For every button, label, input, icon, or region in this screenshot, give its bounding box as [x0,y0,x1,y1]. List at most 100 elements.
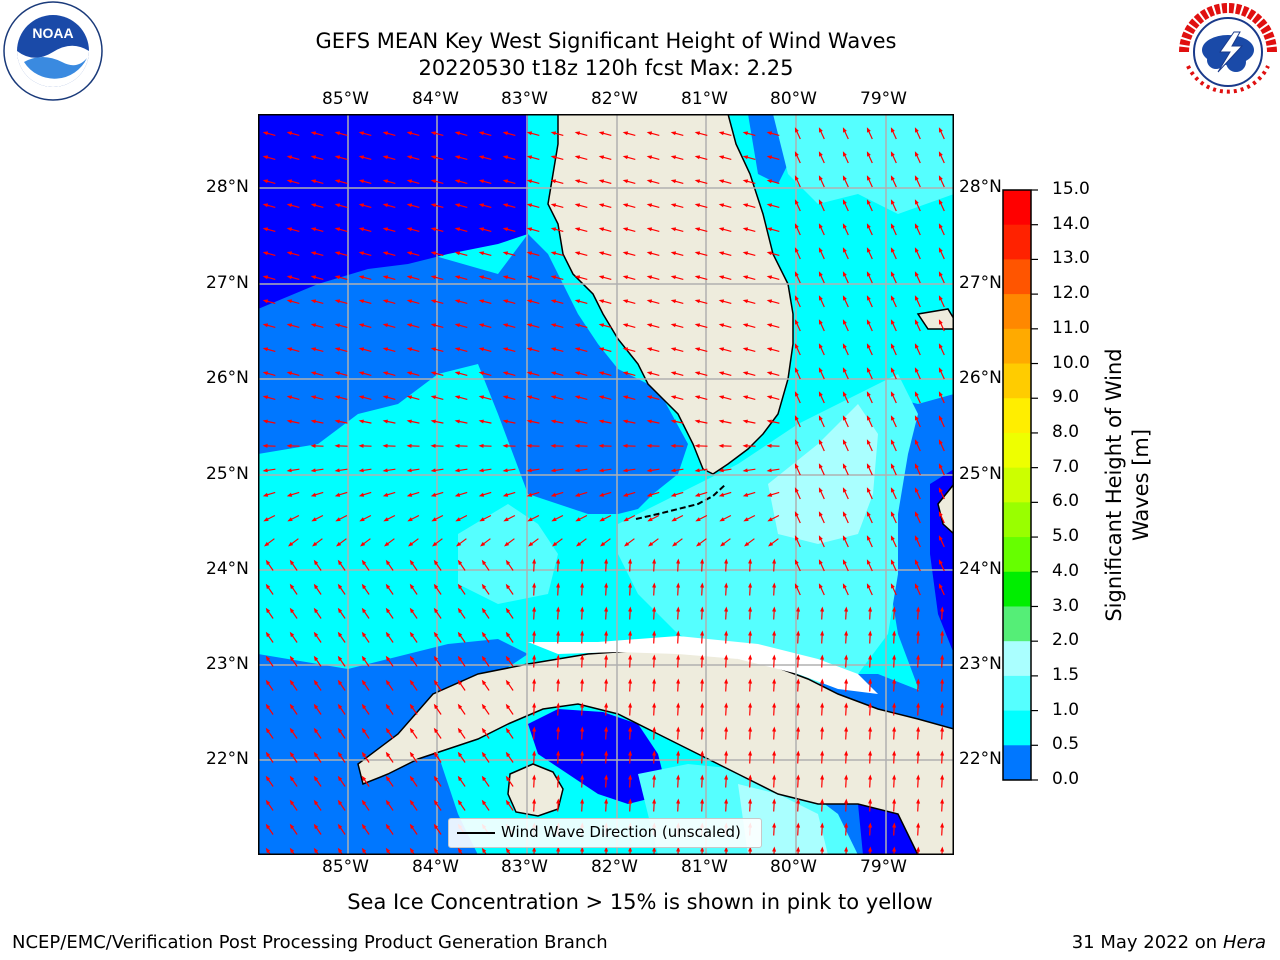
lon-label-top-82: 82°W [591,89,638,109]
wave-arrow-head [550,251,557,256]
wave-arrow-head [940,702,945,708]
lat-label-left-22: 22°N [206,749,249,769]
wave-arrow-head [556,702,561,708]
wave-arrow-head [430,227,437,232]
legend-text: Wind Wave Direction (unscaled) [501,823,741,841]
wave-arrow-head [556,582,561,588]
wave-arrow-head [550,155,557,160]
wave-arrow-head [310,251,317,256]
wave-arrow-head [430,131,437,136]
wave-arrow-head [406,203,413,208]
lon-label-bottom-85: 85°W [322,857,369,877]
wave-arrow-head [700,582,705,588]
wave-arrow-head [844,678,849,684]
wave-arrow-head [892,846,897,852]
wave-arrow-head [289,703,295,710]
colorbar-segment [1003,606,1031,642]
wave-arrow-head [718,443,724,448]
wave-arrow-head [676,702,681,708]
wave-arrow-head [478,492,485,497]
wave-arrow-head [385,583,391,590]
wave-arrow-head [406,395,413,400]
wave-arrow-head [766,203,773,208]
lon-label-top-79: 79°W [860,89,907,109]
wave-arrow-head [724,606,729,612]
wave-arrow-head [310,227,317,232]
wave-arrow-head [430,275,437,280]
wave-arrow-head [604,582,609,588]
wave-arrow-head [382,347,389,352]
wave-arrow-head [628,558,633,564]
wave-arrow-head [818,559,823,565]
wave-arrow-head [406,251,413,256]
wave-arrow-head [550,323,557,328]
wave-arrow-head [408,541,414,547]
wave-arrow-head [430,251,437,256]
wave-arrow-head [358,395,365,400]
wave-arrow-head [289,727,295,734]
wave-arrow-head [313,847,319,854]
wave-arrow-head [382,227,389,232]
wave-arrow-head [868,726,873,732]
wave-arrow-head [866,271,871,277]
wave-arrow-head [262,323,269,328]
wave-arrow-head [574,347,581,352]
cuba-land [357,648,954,855]
lon-label-bottom-82: 82°W [591,857,638,877]
wave-arrow-head [334,468,340,473]
wave-arrow-head [310,323,317,328]
wave-arrow-head [289,751,295,758]
wave-arrow-head [532,606,537,612]
wave-arrow-head [938,223,943,229]
wave-arrow-head [842,319,847,325]
wave-arrow-head [481,583,487,590]
wave-arrow-head [456,541,462,547]
lon-label-top-83: 83°W [501,89,548,109]
wave-arrow-head [457,727,463,734]
wave-arrow-head [454,299,461,304]
wave-arrow-head [310,131,317,136]
wave-arrow-head [265,823,271,830]
wave-arrow-head [599,517,605,522]
wave-arrow-head [646,227,653,232]
wave-arrow-head [914,391,919,397]
wave-arrow-head [866,151,871,157]
wave-arrow-head [842,415,847,421]
wave-arrow-head [742,395,749,400]
wave-arrow-head [742,203,749,208]
wave-arrow-head [580,606,585,612]
wave-arrow-head [478,203,485,208]
lat-label-right-24: 24°N [959,559,1002,579]
wave-arrow-head [794,463,799,469]
wave-arrow-head [766,419,772,424]
wave-arrow-head [526,131,533,136]
wave-arrow-head [842,511,847,517]
colorbar-segment [1003,224,1031,260]
wave-arrow-head [598,131,605,136]
wave-arrow-head [818,343,823,349]
wave-arrow-head [556,558,561,564]
wave-arrow-head [796,678,801,684]
wave-arrow-head [580,846,585,852]
wave-arrow-head [574,299,581,304]
wave-arrow-head [313,583,319,590]
wave-arrow-head [265,607,271,614]
wave-arrow-head [718,131,725,136]
wave-arrow-head [409,607,415,614]
wave-arrow-head [646,323,653,328]
wave-arrow-head [676,654,681,660]
wave-arrow-head [818,295,823,301]
wave-arrow-head [818,199,823,205]
wave-arrow-head [406,468,412,473]
wave-arrow-head [406,155,413,160]
colorbar-segment [1003,745,1031,781]
wave-arrow-head [866,223,871,229]
wave-arrow-head [914,367,919,373]
wave-arrow-head [264,541,270,547]
wave-arrow-head [892,606,897,612]
wave-arrow-head [574,203,581,208]
wave-arrow-head [796,606,801,612]
wave-arrow-head [432,541,438,547]
wave-arrow-head [385,607,391,614]
wave-arrow-head [502,443,508,448]
